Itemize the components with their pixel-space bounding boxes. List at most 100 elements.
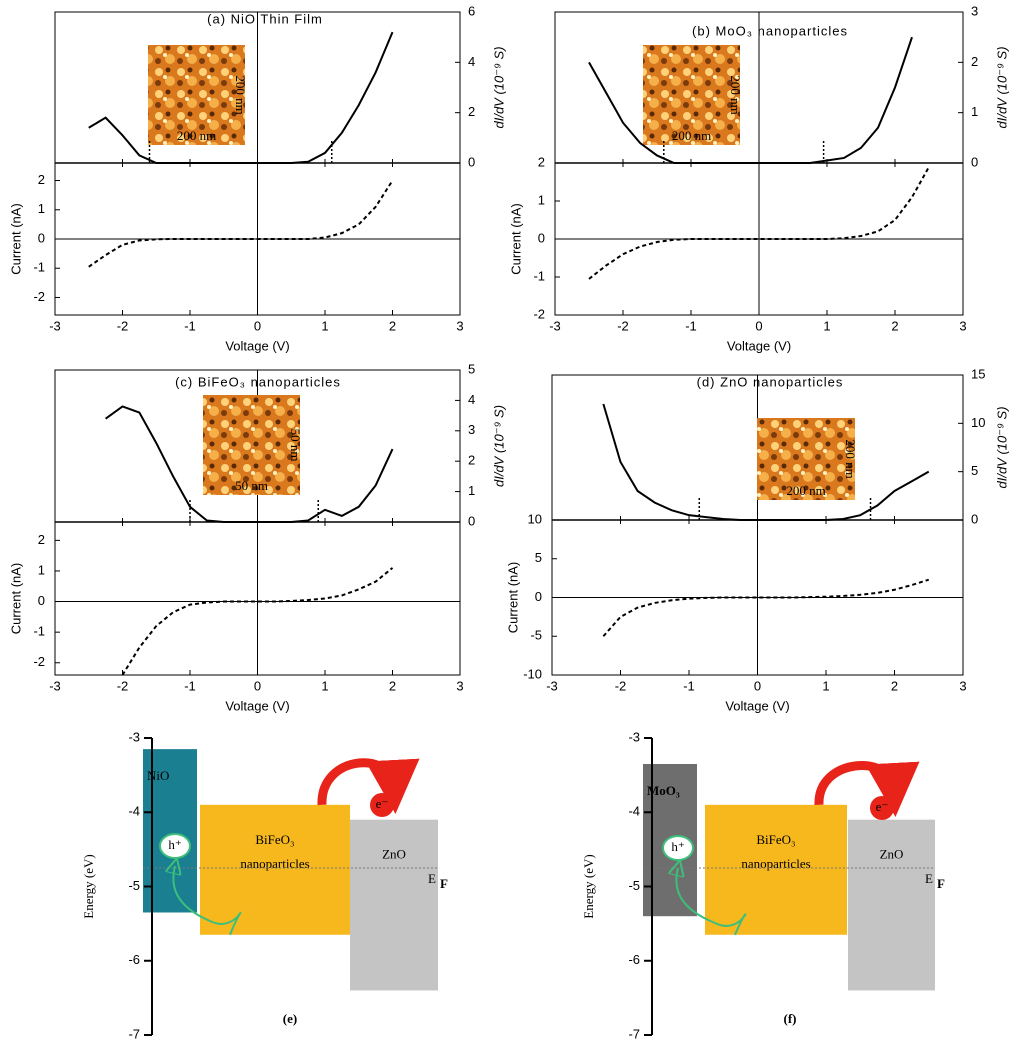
y-tick-label: -1 <box>33 260 45 275</box>
didv-curve <box>88 31 394 164</box>
fermi-label: E <box>428 871 436 886</box>
x-axis-label: Voltage (V) <box>225 698 289 713</box>
x-tick-label: 0 <box>754 678 761 693</box>
electron-label: e⁻ <box>876 799 889 814</box>
y-tick-label: 2 <box>538 154 545 169</box>
panel-title: (c) BiFeO₃ nanoparticles <box>175 374 341 389</box>
band-label: ZnO <box>880 847 904 862</box>
y2-tick-label: 0 <box>468 513 475 528</box>
y2-axis-label: dI/dV (10⁻⁹ S) <box>491 405 506 487</box>
y2-tick-label: 3 <box>971 3 978 18</box>
current-curve <box>588 166 930 280</box>
y2-tick-label: 3 <box>468 422 475 437</box>
band-bar <box>705 804 847 935</box>
band-bar <box>848 819 935 991</box>
y-tick-label: 0 <box>535 589 542 604</box>
inset-scale-label: 200 nm <box>728 75 743 114</box>
x-tick-label: 2 <box>891 318 898 333</box>
y-tick-label: -2 <box>33 289 45 304</box>
afm-inset <box>148 45 245 145</box>
inset-scale-label: 200 nm <box>843 439 858 478</box>
y2-tick-label: 1 <box>971 104 978 119</box>
x-tick-label: 0 <box>254 318 261 333</box>
didv-curve <box>588 36 913 164</box>
band-label: MoO₃ <box>647 783 680 798</box>
x-tick-label: -1 <box>685 318 697 333</box>
band-label: ZnO <box>382 847 406 862</box>
y-tick-label: -7 <box>128 1026 140 1041</box>
y-tick-label: -5 <box>628 878 640 893</box>
current-curve <box>602 578 930 637</box>
x-tick-label: 3 <box>456 678 463 693</box>
y2-tick-label: 4 <box>468 392 475 407</box>
y-tick-label: -6 <box>128 952 140 967</box>
y2-tick-label: 0 <box>468 154 475 169</box>
panel-title: (d) ZnO nanoparticles <box>697 374 844 389</box>
x-tick-label: 1 <box>822 678 829 693</box>
y2-axis-label: dI/dV (10⁻⁹ S) <box>994 46 1009 128</box>
y2-tick-label: 4 <box>468 54 475 69</box>
x-tick-label: -2 <box>117 678 129 693</box>
y-axis-label: Current (nA) <box>508 203 523 275</box>
electron-label: e⁻ <box>376 796 389 811</box>
y-axis-label: Current (nA) <box>8 563 23 635</box>
x-tick-label: 2 <box>389 678 396 693</box>
fermi-label-sub: F <box>440 876 448 891</box>
hole <box>159 833 191 859</box>
y-tick-label: -5 <box>128 878 140 893</box>
y2-axis-label: dI/dV (10⁻⁹ S) <box>491 46 506 128</box>
band-label: NiO <box>147 768 169 783</box>
x-tick-label: -1 <box>184 678 196 693</box>
didv-curve <box>602 403 930 521</box>
y-tick-label: -2 <box>533 306 545 321</box>
band-diagram: NiO BiFeO₃ nanoparticles ZnO E F -3 -4 -5 -6 -7 Ene… <box>81 729 448 1041</box>
y2-tick-label: 0 <box>971 511 978 526</box>
y-tick-label: 1 <box>38 562 45 577</box>
band-label: nanoparticles <box>240 856 309 871</box>
panel-title: (b) MoO₃ nanoparticles <box>692 23 848 38</box>
band-diagram: MoO₃ BiFeO₃ nanoparticles ZnO E F -3 -4 -5 -6 -7 En… <box>581 729 945 1041</box>
electron <box>370 793 394 817</box>
y-tick-label: 10 <box>528 511 542 526</box>
x-tick-label: 0 <box>755 318 762 333</box>
y-tick-label: 2 <box>38 532 45 547</box>
y-tick-label: -7 <box>628 1026 640 1041</box>
y-tick-label: 0 <box>38 593 45 608</box>
hole-label: h⁺ <box>671 839 684 854</box>
x-tick-label: 1 <box>321 678 328 693</box>
y-tick-label: 1 <box>538 192 545 207</box>
x-tick-label: -2 <box>617 318 629 333</box>
y-tick-label: -5 <box>530 628 542 643</box>
y-tick-label: -3 <box>628 729 640 744</box>
band-label: BiFeO₃ <box>756 832 795 847</box>
band-bar <box>200 804 350 935</box>
y-tick-label: 0 <box>38 230 45 245</box>
sts-panel: -3 -2 -1 0 1 2 3 -2 -1 0 1 2 0 2 4 6 Voltage (V) Current … <box>8 3 506 353</box>
y-tick-label: -2 <box>33 654 45 669</box>
x-axis-label: Voltage (V) <box>725 698 789 713</box>
y-tick-label: -1 <box>33 624 45 639</box>
y-tick-label: -4 <box>628 804 640 819</box>
current-curve <box>88 179 394 268</box>
y2-tick-label: 6 <box>468 3 475 18</box>
y2-tick-label: 15 <box>971 366 985 381</box>
panel-title: (e) <box>283 1011 297 1026</box>
x-tick-label: -2 <box>615 678 627 693</box>
inset-scale-label: 200 nm <box>177 128 216 143</box>
y-axis-label: Energy (eV) <box>581 854 596 918</box>
y2-tick-label: 5 <box>468 361 475 376</box>
x-tick-label: -3 <box>49 678 61 693</box>
fermi-label: E <box>925 871 933 886</box>
panel-title: (f) <box>784 1011 797 1026</box>
y2-tick-label: 10 <box>971 415 985 430</box>
y-tick-label: -3 <box>128 729 140 744</box>
sts-panel: -3 -2 -1 0 1 2 3 -2 -1 0 1 2 0 1 2 3 Voltage (V) Current … <box>508 3 1009 353</box>
y2-tick-label: 0 <box>971 154 978 169</box>
y2-tick-label: 2 <box>468 453 475 468</box>
x-tick-label: 3 <box>456 318 463 333</box>
x-tick-label: -1 <box>683 678 695 693</box>
inset-scale-label: 200 nm <box>233 75 248 114</box>
